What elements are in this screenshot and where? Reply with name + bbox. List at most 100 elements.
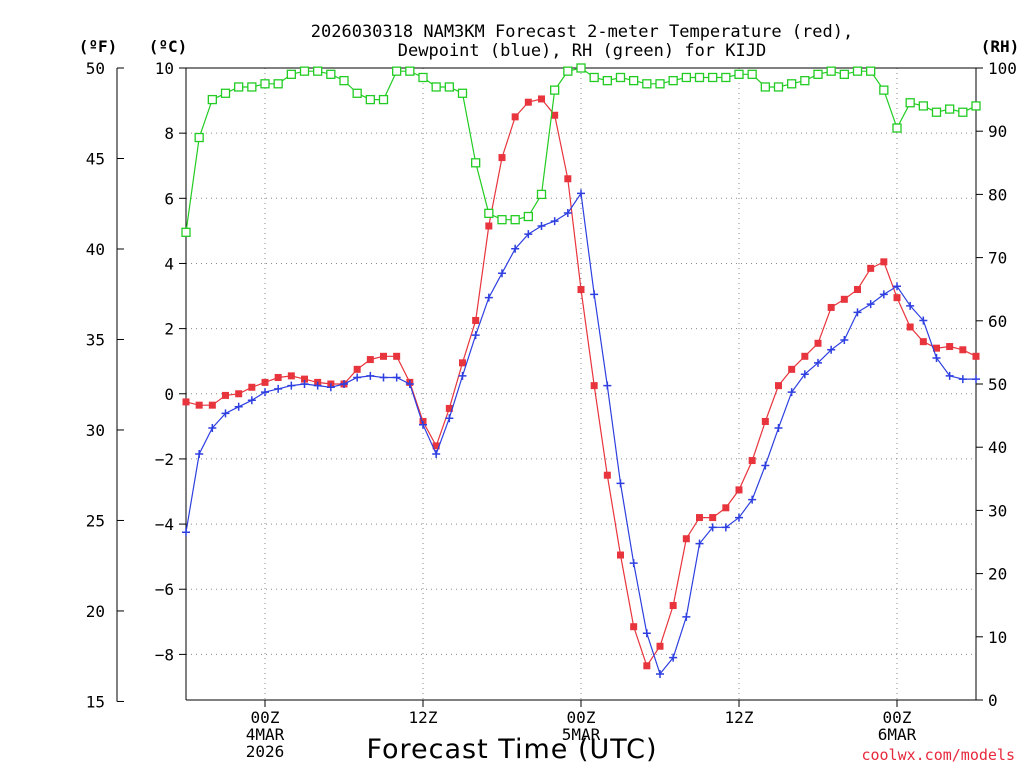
rh-point [787,79,797,89]
dewpoint-point [603,381,612,390]
celsius-tick-label: −8 [155,645,174,664]
rh-point [194,132,204,143]
dewpoint-point [234,402,243,411]
dewpoint-point [392,373,401,382]
dewpoint-point [669,653,678,662]
temperature-point [761,417,769,425]
temperature-point [208,401,216,409]
rh-point [365,94,375,105]
temperature-point [933,344,940,352]
rh-point [444,82,454,92]
rh-point [721,72,731,83]
temperature-point [617,551,624,559]
temperature-point [445,404,453,412]
rh-point [945,104,955,114]
dewpoint-point [972,375,980,384]
rh-tick-label: 20 [988,565,1007,584]
rh-point [971,101,981,111]
chart-title-line2: Dewpoint (blue), RH (green) for KIJD [398,41,766,61]
temperature-point [498,154,506,162]
temperature-point [722,504,730,512]
rh-point [326,69,336,79]
celsius-tick-label: 8 [164,124,174,143]
temperature-point [511,113,519,121]
dewpoint-point [471,331,480,340]
dewpoint-point [932,353,941,362]
rh-point [602,75,612,86]
rh-point [826,66,836,76]
temperature-point [880,258,888,266]
rh-point [471,158,481,168]
dewpoint-point [827,345,836,354]
dewpoint-point [537,222,546,230]
rh-point [708,72,718,83]
rh-point [207,94,217,105]
fahrenheit-tick-label: 45 [86,149,105,168]
rh-unit-label: (RH) [981,37,1020,56]
dewpoint-point [432,450,441,459]
dewpoint-point [366,371,375,380]
rh-point [615,72,626,83]
celsius-tick-label: 10 [155,59,174,78]
dewpoint-point [800,370,809,379]
celsius-tick-label: 0 [164,385,174,404]
temperature-point [524,98,532,106]
dewpoint-point [563,208,572,217]
rh-point [234,82,244,92]
dewpoint-point [498,269,506,278]
dewpoint-point [379,373,388,382]
temperature-point [235,390,243,398]
rh-point [418,72,428,83]
rh-point [484,208,494,219]
rh-tick-label: 80 [988,185,1007,204]
temperature-point [840,295,848,303]
rh-point [550,85,560,95]
temperature-point [893,294,901,302]
temperature-point [919,338,927,346]
celsius-tick-label: −6 [155,580,174,599]
temperature-point [946,343,954,351]
dewpoint-point [682,612,691,621]
temperature-point [485,222,493,230]
fahrenheit-tick-label: 40 [86,240,105,259]
rh-point [852,66,863,76]
rh-point [247,82,257,92]
dewpoint-point [735,513,743,522]
dewpoint-point [642,629,651,638]
temperature-point [709,514,717,522]
fahrenheit-tick-label: 35 [86,330,105,349]
rh-point [931,107,942,117]
temperature-point [788,365,796,373]
temperature-point [564,175,572,183]
rh-point [629,75,639,86]
temperature-point [182,398,190,406]
dewpoint-point [748,495,757,504]
fahrenheit-unit-label: (ºF) [79,37,118,56]
rh-point [694,72,705,83]
temperature-point [590,382,598,390]
dewpoint-point [919,316,928,325]
dewpoint-point [629,559,638,568]
dewpoint-point [419,420,427,429]
temperature-point [630,623,638,631]
rh-point [760,82,770,92]
rh-point [892,123,902,133]
temperature-point [459,359,466,367]
dewpoint-point [287,381,296,390]
dewpoint-point [458,371,467,380]
dewpoint-point [787,388,796,397]
temperature-point [603,471,611,479]
dewpoint-point [906,301,915,310]
dewpoint-point [511,244,520,253]
x-tick-label: 12Z [409,708,438,727]
dewpoint-point [893,282,901,291]
x-tick-label: 4MAR [246,725,285,744]
dewpoint-point [313,381,322,390]
temperature-point [696,514,703,522]
temperature-point [643,662,651,670]
dewpoint-point [695,539,704,548]
temperature-point [735,486,743,494]
dewpoint-point [590,290,599,299]
temperature-point [432,442,440,450]
